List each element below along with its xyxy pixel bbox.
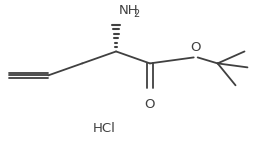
Text: O: O [190,41,201,55]
Text: NH: NH [119,4,139,17]
Text: HCl: HCl [93,122,116,135]
Text: O: O [145,98,155,111]
Text: 2: 2 [133,9,139,19]
